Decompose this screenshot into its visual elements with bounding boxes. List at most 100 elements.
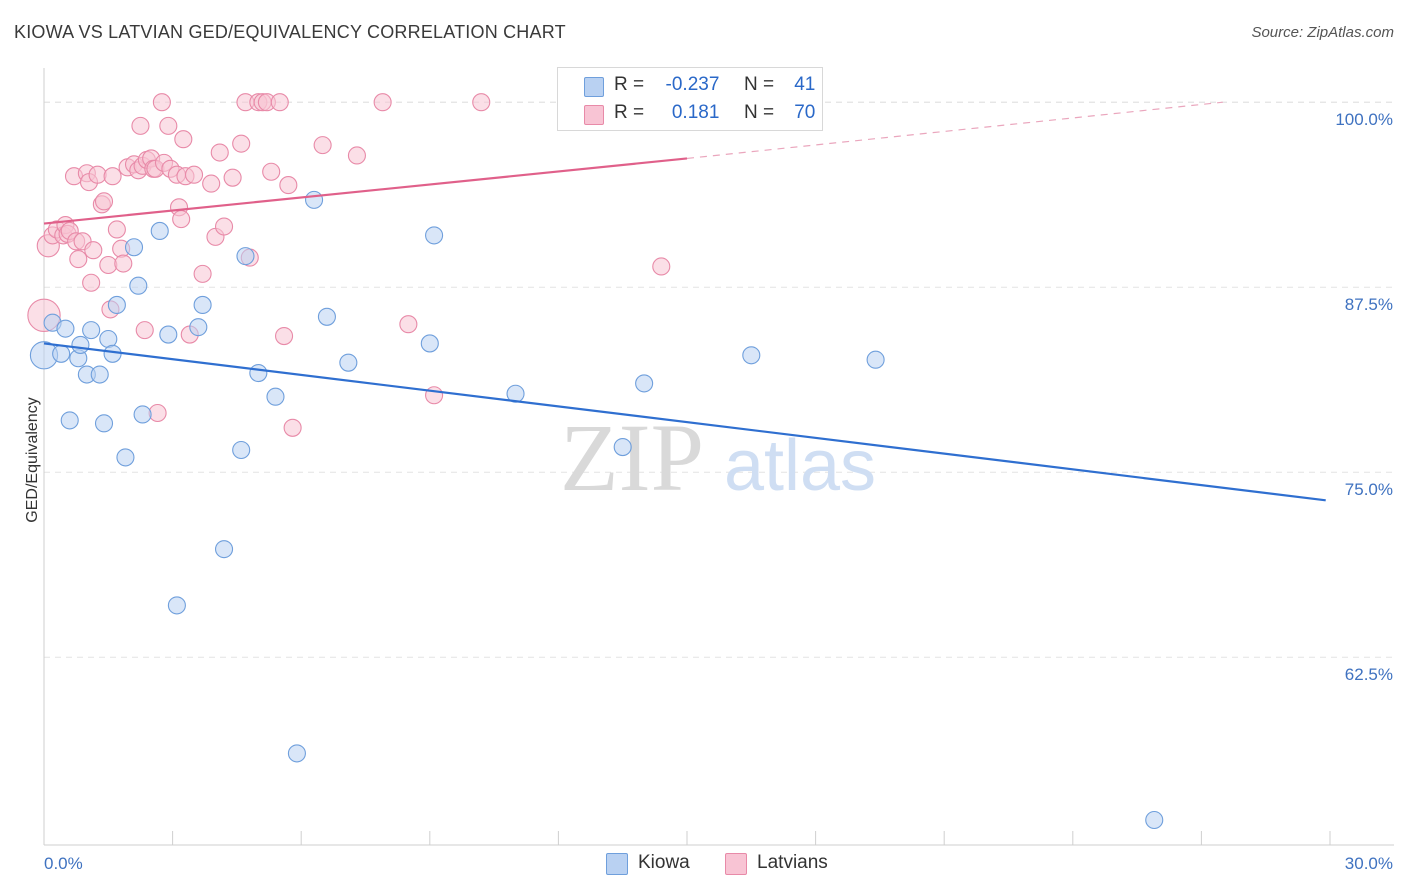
latvians-r-label: R = bbox=[614, 102, 645, 123]
kiowa-point bbox=[150, 221, 169, 241]
kiowa-point bbox=[214, 540, 234, 559]
latvians-point bbox=[399, 315, 418, 334]
legend-kiowa-swatch bbox=[606, 853, 628, 875]
latvians-point bbox=[313, 136, 332, 155]
kiowa-point bbox=[167, 596, 186, 615]
legend-item-latvians: Latvians bbox=[725, 852, 828, 875]
kiowa-point bbox=[124, 238, 144, 257]
kiowa-point bbox=[189, 318, 208, 337]
watermark: ZIP atlas bbox=[560, 404, 876, 511]
kiowa-point bbox=[742, 346, 761, 365]
kiowa-n-label: N = bbox=[743, 74, 775, 95]
kiowa-point bbox=[232, 440, 251, 460]
y-tick-label: 75.0% bbox=[1345, 480, 1393, 499]
kiowa-point bbox=[305, 190, 324, 209]
latvians-point bbox=[99, 255, 118, 275]
kiowa-point bbox=[129, 276, 148, 295]
latvians-point bbox=[472, 93, 491, 112]
source-label: Source: ZipAtlas.com bbox=[1251, 24, 1394, 41]
latvians-trend-extension bbox=[686, 101, 1223, 160]
kiowa-point bbox=[249, 363, 268, 383]
latvians-point bbox=[135, 321, 154, 340]
x-tick-label: 30.0% bbox=[1345, 854, 1393, 873]
latvians-point bbox=[107, 220, 126, 239]
latvians-point bbox=[88, 165, 107, 184]
latvians-point bbox=[275, 326, 294, 346]
kiowa-swatch bbox=[584, 77, 604, 97]
correlation-legend: R = -0.237 N = 41 R = 0.181 N = 70 bbox=[557, 67, 823, 131]
latvians-n-label: N = bbox=[743, 102, 775, 123]
latvians-point bbox=[131, 116, 150, 135]
latvians-point bbox=[184, 165, 204, 184]
latvians-point bbox=[223, 168, 242, 187]
y-tick-label: 87.5% bbox=[1345, 295, 1393, 314]
kiowa-point bbox=[103, 344, 122, 363]
latvians-point bbox=[279, 176, 298, 195]
kiowa-point bbox=[425, 226, 444, 245]
kiowa-point bbox=[266, 387, 285, 406]
latvians-point bbox=[210, 143, 229, 162]
kiowa-point bbox=[193, 295, 212, 315]
kiowa-point bbox=[107, 295, 126, 315]
y-tick-label: 100.0% bbox=[1335, 110, 1393, 129]
legend-item-kiowa: Kiowa bbox=[606, 852, 690, 875]
kiowa-r-label: R = bbox=[614, 74, 645, 95]
latvians-point bbox=[148, 403, 167, 423]
kiowa-point bbox=[159, 325, 178, 344]
kiowa-point bbox=[339, 353, 358, 372]
legend-latvians-label: Latvians bbox=[757, 852, 828, 873]
latvians-point bbox=[347, 146, 366, 165]
kiowa-point bbox=[82, 321, 101, 340]
latvians-point bbox=[103, 167, 122, 186]
legend-latvians-swatch bbox=[725, 853, 748, 875]
kiowa-point bbox=[613, 437, 632, 457]
latvians-point bbox=[114, 254, 133, 273]
kiowa-point bbox=[133, 405, 152, 424]
axes bbox=[43, 68, 1394, 846]
latvians-point bbox=[262, 162, 281, 181]
x-tick-label: 0.0% bbox=[44, 854, 83, 873]
watermark-atlas: atlas bbox=[724, 426, 876, 506]
kiowa-r-value: -0.237 bbox=[665, 74, 720, 95]
latvians-point bbox=[193, 264, 212, 283]
latvians-point bbox=[283, 418, 302, 437]
kiowa-point bbox=[94, 414, 114, 433]
latvians-point bbox=[202, 174, 221, 193]
chart-title: KIOWA VS LATVIAN GED/EQUIVALENCY CORRELA… bbox=[14, 22, 566, 42]
y-axis-label: GED/Equivalency bbox=[24, 397, 41, 522]
latvians-point bbox=[69, 250, 88, 269]
latvians-point bbox=[84, 241, 103, 260]
tick-labels: 100.0% 87.5% 75.0% 62.5% 0.0% 30.0% bbox=[44, 110, 1393, 873]
latvians-points bbox=[27, 93, 671, 437]
latvians-point bbox=[232, 134, 251, 153]
latvians-point bbox=[94, 192, 114, 211]
latvians-point bbox=[425, 386, 444, 405]
latvians-point bbox=[214, 217, 234, 236]
kiowa-point bbox=[635, 374, 654, 393]
latvians-point bbox=[270, 93, 289, 112]
kiowa-point bbox=[420, 334, 439, 353]
latvians-trend-line bbox=[43, 157, 688, 225]
kiowa-point bbox=[116, 448, 135, 467]
latvians-point bbox=[652, 257, 671, 276]
gridlines bbox=[44, 101, 1394, 658]
latvians-point bbox=[172, 210, 191, 229]
kiowa-point bbox=[866, 350, 885, 369]
y-tick-label: 62.5% bbox=[1345, 665, 1393, 684]
kiowa-point bbox=[317, 307, 336, 326]
latvians-point bbox=[174, 130, 193, 149]
kiowa-point bbox=[1145, 810, 1164, 830]
kiowa-point bbox=[56, 319, 75, 338]
watermark-zip: ZIP bbox=[560, 404, 704, 511]
latvians-point bbox=[159, 116, 178, 135]
latvians-point bbox=[152, 93, 171, 112]
kiowa-point bbox=[71, 335, 90, 354]
trend-lines bbox=[43, 101, 1326, 502]
kiowa-trend-line bbox=[43, 342, 1326, 502]
kiowa-point bbox=[52, 344, 71, 363]
kiowa-point bbox=[60, 411, 79, 430]
latvians-n-value: 70 bbox=[794, 102, 816, 123]
series-legend: Kiowa Latvians bbox=[606, 852, 858, 875]
kiowa-n-value: 41 bbox=[794, 74, 816, 95]
